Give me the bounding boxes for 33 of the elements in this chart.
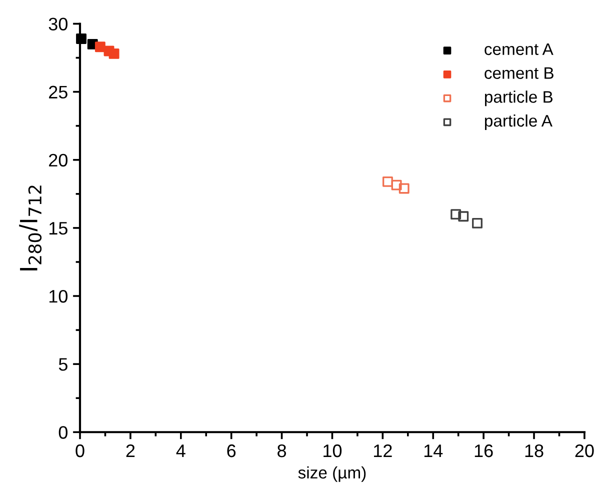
y-tick-label: 5 xyxy=(58,358,68,371)
x-tick-label: 16 xyxy=(474,444,493,458)
x-tick-label: 18 xyxy=(525,444,544,458)
point xyxy=(458,211,469,222)
x-tick-label: 10 xyxy=(324,444,342,458)
x-tick-label: 20 xyxy=(575,444,594,458)
y-tick-label: 15 xyxy=(49,222,68,235)
x-tick-label: 0 xyxy=(76,444,84,458)
y-axis-title: I$_{280}$/I$_{712}$ xyxy=(19,186,42,270)
x-tick-label: 8 xyxy=(278,444,286,458)
legend-label: cement B xyxy=(484,67,554,79)
point xyxy=(94,42,106,52)
point xyxy=(76,34,86,44)
legend-label: particle B xyxy=(485,90,553,106)
x-tick-label: 4 xyxy=(176,444,186,458)
y-tick-label: 20 xyxy=(49,154,68,167)
point xyxy=(450,209,462,220)
legend-label: particle A xyxy=(485,114,552,130)
y-tick-label: 25 xyxy=(49,86,68,99)
x-tick-label: 2 xyxy=(126,444,135,458)
point xyxy=(108,48,120,59)
point xyxy=(398,183,410,194)
x-tick-label: 6 xyxy=(227,444,236,458)
point xyxy=(391,180,402,190)
point xyxy=(382,176,393,187)
legend-label: cement A xyxy=(484,43,554,56)
x-axis-title: size (µm) xyxy=(298,466,366,482)
x-tick-label: 14 xyxy=(424,444,443,458)
y-tick-label: 30 xyxy=(48,18,68,30)
point xyxy=(472,218,482,228)
x-tick-label: 12 xyxy=(374,444,392,458)
y-tick-label: 0 xyxy=(58,426,68,439)
y-tick-label: 10 xyxy=(49,290,68,303)
